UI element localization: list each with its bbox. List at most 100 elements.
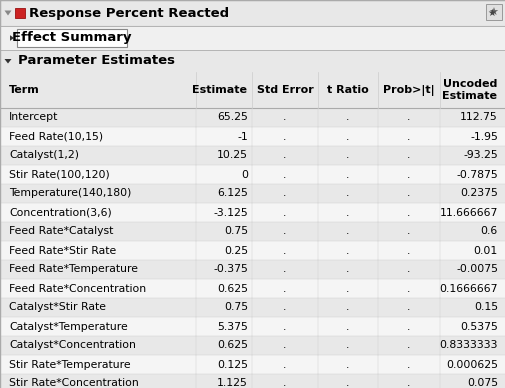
- Bar: [0, 279, 505, 298]
- Text: .: .: [345, 322, 349, 331]
- Text: .: .: [283, 189, 286, 199]
- Text: .: .: [345, 189, 349, 199]
- Text: Term: Term: [9, 85, 40, 95]
- Text: 0.5375: 0.5375: [459, 322, 497, 331]
- Bar: [0, 184, 505, 203]
- Text: Estimate: Estimate: [191, 85, 246, 95]
- Text: .: .: [283, 151, 286, 161]
- Bar: [17, 29, 127, 47]
- Bar: [0, 127, 505, 146]
- Text: 0.15: 0.15: [473, 303, 497, 312]
- Text: -93.25: -93.25: [463, 151, 497, 161]
- Text: .: .: [345, 227, 349, 237]
- Text: Catalyst(1,2): Catalyst(1,2): [9, 151, 79, 161]
- Text: Stir Rate(100,120): Stir Rate(100,120): [9, 170, 110, 180]
- Bar: [0, 0, 505, 26]
- Text: Feed Rate*Catalyst: Feed Rate*Catalyst: [9, 227, 113, 237]
- Text: 0.75: 0.75: [223, 227, 247, 237]
- Text: .: .: [345, 113, 349, 123]
- Text: .: .: [283, 246, 286, 256]
- Text: -3.125: -3.125: [213, 208, 247, 218]
- Text: Intercept: Intercept: [9, 113, 58, 123]
- Text: .: .: [283, 284, 286, 293]
- Text: 6.125: 6.125: [217, 189, 247, 199]
- Text: .: .: [407, 322, 410, 331]
- Bar: [0, 222, 505, 241]
- Text: .: .: [407, 170, 410, 180]
- Text: .: .: [283, 170, 286, 180]
- Text: .: .: [345, 170, 349, 180]
- Text: .: .: [345, 379, 349, 388]
- Text: .: .: [283, 379, 286, 388]
- Text: 0.75: 0.75: [223, 303, 247, 312]
- Text: 0.625: 0.625: [217, 284, 247, 293]
- Text: 1.125: 1.125: [217, 379, 247, 388]
- Text: .: .: [407, 227, 410, 237]
- Text: 0: 0: [240, 170, 247, 180]
- Text: Temperature(140,180): Temperature(140,180): [9, 189, 131, 199]
- Text: .: .: [283, 227, 286, 237]
- Bar: [0, 317, 505, 336]
- Polygon shape: [10, 35, 14, 41]
- Text: .: .: [407, 208, 410, 218]
- Text: .: .: [283, 132, 286, 142]
- Text: .: .: [407, 284, 410, 293]
- Text: .: .: [345, 208, 349, 218]
- Text: 11.666667: 11.666667: [439, 208, 497, 218]
- Text: Feed Rate*Stir Rate: Feed Rate*Stir Rate: [9, 246, 116, 256]
- Bar: [15, 8, 25, 18]
- Bar: [485, 4, 501, 20]
- Text: .: .: [345, 246, 349, 256]
- Text: .: .: [407, 189, 410, 199]
- Text: .: .: [407, 113, 410, 123]
- Text: -0.375: -0.375: [213, 265, 247, 274]
- Bar: [0, 26, 505, 50]
- Bar: [0, 146, 505, 165]
- Text: .: .: [345, 132, 349, 142]
- Text: .: .: [345, 265, 349, 274]
- Text: .: .: [345, 360, 349, 369]
- Text: -1.95: -1.95: [469, 132, 497, 142]
- Text: Catalyst*Concentration: Catalyst*Concentration: [9, 341, 136, 350]
- Text: ★: ★: [487, 8, 495, 18]
- Text: .: .: [283, 208, 286, 218]
- Text: Feed Rate(10,15): Feed Rate(10,15): [9, 132, 103, 142]
- Bar: [0, 165, 505, 184]
- Bar: [0, 203, 505, 222]
- Text: 0.6: 0.6: [480, 227, 497, 237]
- Text: 10.25: 10.25: [217, 151, 247, 161]
- Text: 0.625: 0.625: [217, 341, 247, 350]
- Text: .: .: [345, 341, 349, 350]
- Bar: [0, 241, 505, 260]
- Text: Prob>|t|: Prob>|t|: [382, 85, 434, 95]
- Text: .: .: [407, 360, 410, 369]
- Text: Feed Rate*Temperature: Feed Rate*Temperature: [9, 265, 138, 274]
- Bar: [0, 260, 505, 279]
- Text: Stir Rate*Concentration: Stir Rate*Concentration: [9, 379, 138, 388]
- Text: Parameter Estimates: Parameter Estimates: [18, 54, 175, 68]
- Text: ★: ★: [487, 8, 497, 18]
- Text: .: .: [407, 265, 410, 274]
- Text: 0.8333333: 0.8333333: [439, 341, 497, 350]
- Text: -1: -1: [237, 132, 247, 142]
- Text: Response Percent Reacted: Response Percent Reacted: [29, 7, 229, 19]
- Text: 65.25: 65.25: [217, 113, 247, 123]
- Text: Effect Summary: Effect Summary: [12, 31, 131, 45]
- Text: Feed Rate*Concentration: Feed Rate*Concentration: [9, 284, 146, 293]
- Text: Concentration(3,6): Concentration(3,6): [9, 208, 112, 218]
- Text: Std Error: Std Error: [256, 85, 313, 95]
- Text: .: .: [283, 303, 286, 312]
- Text: -0.0075: -0.0075: [455, 265, 497, 274]
- Polygon shape: [5, 59, 12, 64]
- Text: .: .: [283, 113, 286, 123]
- Text: Catalyst*Stir Rate: Catalyst*Stir Rate: [9, 303, 106, 312]
- Text: .: .: [407, 303, 410, 312]
- Text: 0.1666667: 0.1666667: [439, 284, 497, 293]
- Text: .: .: [283, 341, 286, 350]
- Text: .: .: [283, 265, 286, 274]
- Text: .: .: [407, 151, 410, 161]
- Text: Uncoded
Estimate: Uncoded Estimate: [441, 79, 496, 101]
- Text: 0.2375: 0.2375: [459, 189, 497, 199]
- Text: 0.01: 0.01: [473, 246, 497, 256]
- Bar: [0, 355, 505, 374]
